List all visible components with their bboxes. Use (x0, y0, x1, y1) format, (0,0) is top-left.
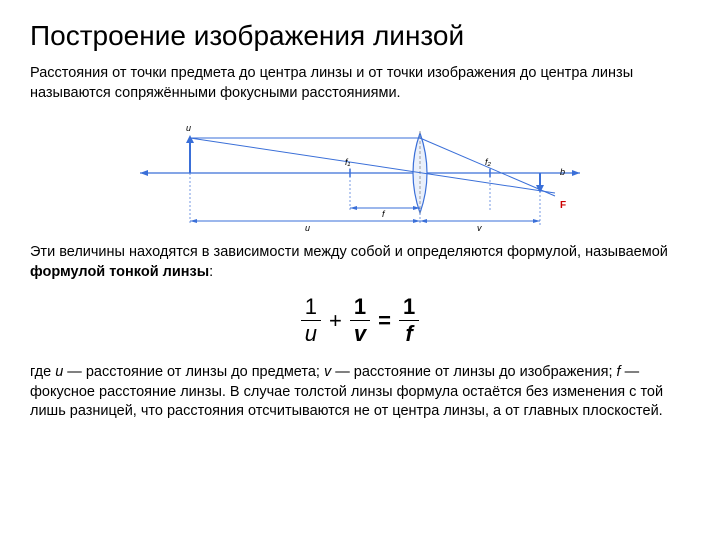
fraction-1: 1 u (301, 296, 321, 345)
frac3-num: 1 (399, 296, 419, 321)
lens-diagram: u v f u f₁ f₂ b F (120, 113, 600, 233)
formula-name: формулой тонкой линзы (30, 264, 209, 280)
svg-text:v: v (477, 223, 482, 233)
svg-text:b: b (560, 167, 565, 177)
lens-diagram-container: u v f u f₁ f₂ b F (30, 113, 690, 233)
definition-paragraph: где u — расстояние от линзы до предмета;… (30, 363, 690, 422)
p3-a: где (30, 364, 55, 380)
p3-c: — расстояние от линзы до предмета; (63, 364, 324, 380)
equals-sign: = (378, 308, 391, 334)
fraction-3: 1 f (399, 296, 419, 345)
frac3-den: f (401, 321, 416, 345)
svg-text:f: f (382, 209, 386, 219)
svg-text:f₂: f₂ (485, 157, 492, 167)
frac1-den: u (301, 321, 321, 345)
intro-paragraph: Расстояния от точки предмета до центра л… (30, 64, 690, 103)
frac2-den: v (350, 321, 370, 345)
thin-lens-formula: 1 u + 1 v = 1 f (301, 296, 419, 345)
plus-sign: + (329, 308, 342, 334)
svg-text:u: u (186, 123, 191, 133)
p3-e: — расстояние от линзы до изображения; (331, 364, 616, 380)
svg-text:f₁: f₁ (345, 157, 351, 167)
para2-text-c: : (209, 264, 213, 280)
page-title: Построение изображения линзой (30, 20, 690, 52)
formula-container: 1 u + 1 v = 1 f (30, 296, 690, 345)
svg-text:u: u (305, 223, 310, 233)
frac2-num: 1 (350, 296, 370, 321)
formula-intro-paragraph: Эти величины находятся в зависимости меж… (30, 243, 690, 282)
svg-text:F: F (560, 200, 566, 211)
fraction-2: 1 v (350, 296, 370, 345)
para2-text-a: Эти величины находятся в зависимости меж… (30, 244, 668, 260)
frac1-num: 1 (301, 296, 321, 321)
